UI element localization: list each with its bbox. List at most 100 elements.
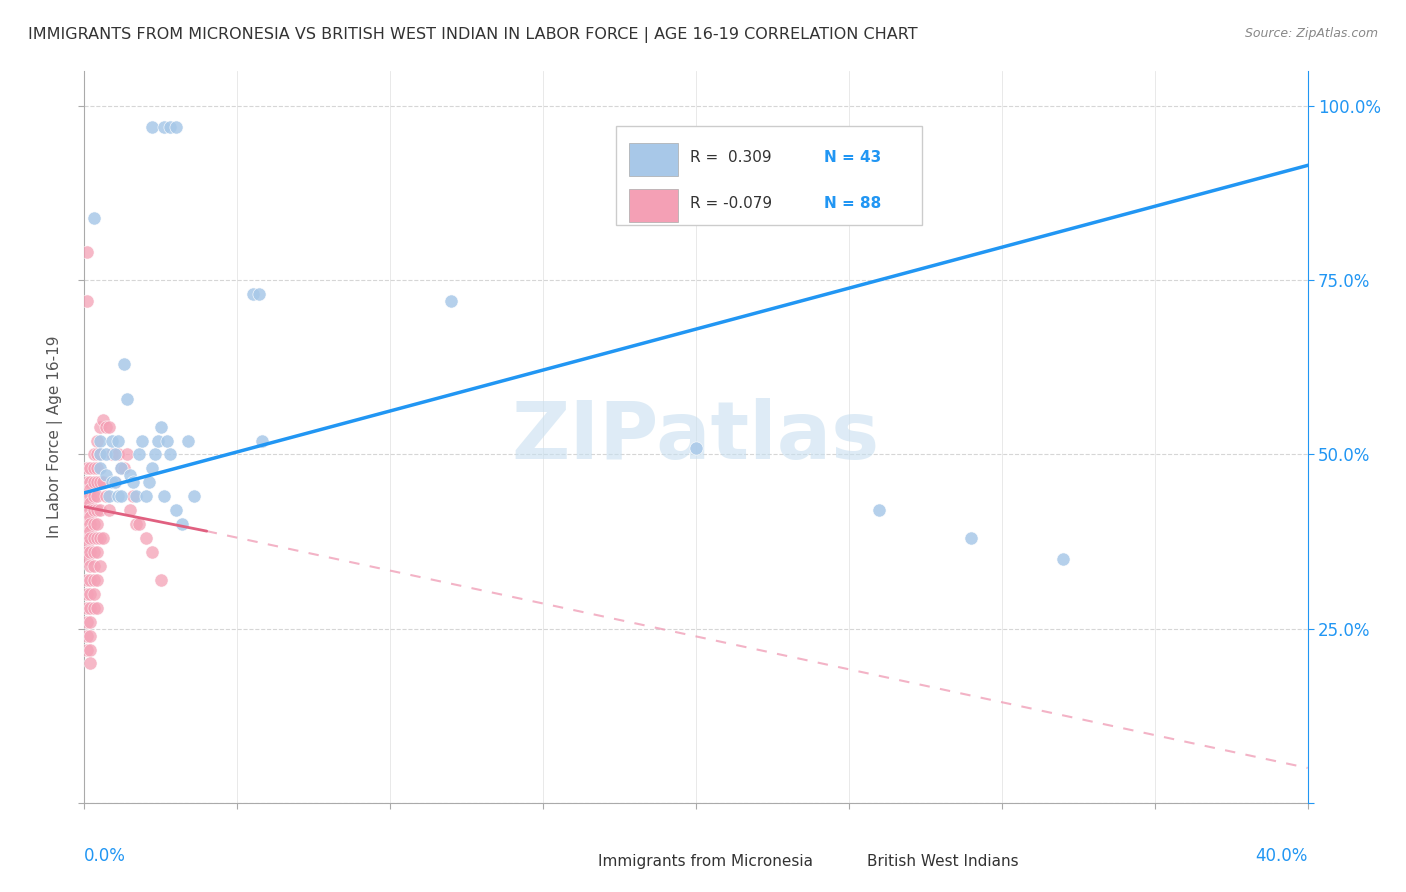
Point [104, 475, 127, 490]
Point [76, 510, 98, 524]
Point [183, 489, 205, 503]
Point [86, 517, 108, 532]
Point [76, 573, 98, 587]
Point [76, 538, 98, 552]
Point [83, 531, 105, 545]
Text: ZIPatlas: ZIPatlas [512, 398, 880, 476]
Point [165, 503, 187, 517]
Point [89, 434, 111, 448]
Text: 40.0%: 40.0% [1256, 847, 1308, 864]
Point [153, 120, 176, 134]
Point [76, 461, 98, 475]
Bar [628, 188, 678, 221]
Point [76, 294, 98, 309]
Point [79, 558, 101, 573]
Point [79, 587, 101, 601]
Point [112, 357, 135, 371]
Point [135, 531, 157, 545]
Point [76, 245, 98, 260]
Text: Source: ZipAtlas.com: Source: ZipAtlas.com [1244, 27, 1378, 40]
Point [110, 489, 132, 503]
Point [79, 503, 101, 517]
Point [76, 489, 98, 503]
Point [86, 475, 108, 490]
Point [91, 475, 114, 490]
Point [242, 287, 264, 301]
Point [159, 448, 181, 462]
Point [149, 419, 172, 434]
Point [86, 600, 108, 615]
Point [89, 461, 111, 475]
Point [125, 517, 148, 532]
Point [83, 461, 105, 475]
Point [86, 531, 108, 545]
Point [135, 489, 157, 503]
Point [83, 211, 105, 225]
Point [79, 461, 101, 475]
Point [141, 461, 163, 475]
Bar [550, 847, 588, 874]
Point [143, 448, 166, 462]
Point [76, 545, 98, 559]
Point [141, 545, 163, 559]
Point [76, 531, 98, 545]
Point [94, 468, 117, 483]
Point [107, 434, 129, 448]
Point [83, 587, 105, 601]
Point [94, 448, 117, 462]
Point [79, 489, 101, 503]
Point [122, 475, 145, 490]
Point [91, 412, 114, 426]
Point [79, 629, 101, 643]
Point [79, 510, 101, 524]
Point [97, 503, 120, 517]
Point [79, 642, 101, 657]
Point [115, 392, 138, 406]
Point [120, 503, 142, 517]
Point [159, 120, 181, 134]
Point [76, 642, 98, 657]
Point [79, 496, 101, 510]
Point [177, 434, 200, 448]
FancyBboxPatch shape [616, 126, 922, 225]
Text: R = -0.079: R = -0.079 [690, 195, 772, 211]
Point [86, 489, 108, 503]
Point [104, 448, 127, 462]
Point [869, 503, 891, 517]
Point [76, 600, 98, 615]
Point [76, 615, 98, 629]
Point [83, 475, 105, 490]
Point [960, 531, 983, 545]
Point [153, 489, 176, 503]
Point [89, 475, 111, 490]
Text: British West Indians: British West Indians [868, 854, 1019, 869]
Point [101, 475, 124, 490]
Point [101, 434, 124, 448]
Point [79, 600, 101, 615]
Point [107, 448, 129, 462]
Point [79, 615, 101, 629]
Point [76, 587, 98, 601]
Point [79, 531, 101, 545]
Point [83, 558, 105, 573]
Point [79, 545, 101, 559]
Point [83, 600, 105, 615]
Point [86, 545, 108, 559]
Point [128, 448, 150, 462]
Point [83, 489, 105, 503]
Text: R =  0.309: R = 0.309 [690, 151, 772, 165]
Point [89, 558, 111, 573]
Point [131, 434, 153, 448]
Point [94, 419, 117, 434]
Text: Immigrants from Micronesia: Immigrants from Micronesia [598, 854, 813, 869]
Point [79, 524, 101, 538]
Point [112, 461, 135, 475]
Point [89, 448, 111, 462]
Point [685, 441, 707, 455]
Point [89, 503, 111, 517]
Bar [628, 144, 678, 176]
Y-axis label: In Labor Force | Age 16-19: In Labor Force | Age 16-19 [46, 335, 63, 539]
Point [79, 657, 101, 671]
Point [89, 448, 111, 462]
Point [79, 475, 101, 490]
